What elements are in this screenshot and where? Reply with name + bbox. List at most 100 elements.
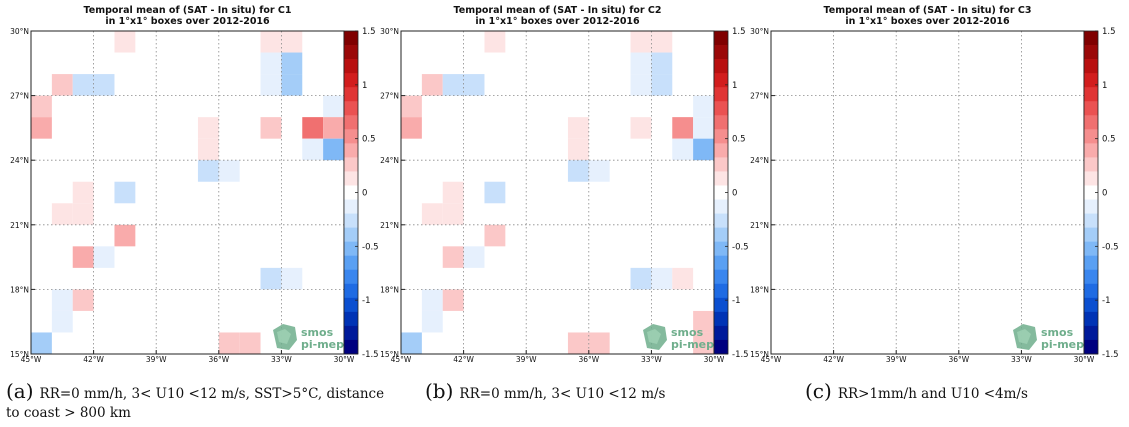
colorbar-tick-label: -1 [362, 296, 370, 306]
heatmap-cell [260, 117, 282, 139]
colorbar-segment [1084, 339, 1098, 355]
heatmap-cell [302, 117, 324, 139]
heatmap-cell [260, 267, 282, 290]
y-tick-label: 21°N [380, 221, 399, 230]
colorbar-segment [714, 213, 728, 229]
colorbar-segment [714, 297, 728, 313]
heatmap-cell [630, 74, 652, 96]
heatmap-cell [323, 138, 344, 161]
colorbar-tick-label: -0.5 [1102, 242, 1119, 252]
colorbar-segment [714, 171, 728, 186]
colorbar-tick-label: 0.5 [362, 135, 376, 145]
heatmap-cell [672, 117, 694, 139]
heatmap-cell [651, 267, 673, 290]
y-tick-label: 18°N [380, 285, 399, 294]
colorbar-segment [344, 325, 358, 341]
colorbar-segment [344, 185, 358, 200]
heatmap-cell [323, 117, 344, 139]
colorbar-tick-label: -1.5 [1102, 350, 1119, 360]
colorbar-segment [714, 269, 728, 285]
heatmap-cell [260, 31, 282, 53]
caption-b: (b) RR=0 mm/h, 3< U10 <12 m/s [425, 379, 755, 404]
pi-mep-logo-text: pi-mep [1041, 338, 1084, 351]
x-tick-label: 39°W [146, 355, 167, 364]
smos-logo-text: smos [671, 326, 704, 339]
colorbar-segment [714, 129, 728, 144]
colorbar-segment [344, 87, 358, 102]
heatmap-cell [588, 160, 610, 182]
plot-frame [770, 30, 1085, 355]
heatmap-cell [651, 31, 673, 53]
colorbar-segment [344, 59, 358, 74]
y-tick-label: 27°N [10, 92, 29, 101]
colorbar-segment [1084, 101, 1098, 116]
y-tick-label: 30°N [380, 27, 399, 36]
caption-c: (c) RR>1mm/h and U10 <4m/s [805, 379, 1125, 404]
smos-logo-icon-inner [1017, 329, 1031, 344]
colorbar-segment [714, 241, 728, 257]
colorbar-segment [344, 31, 358, 46]
heatmap-cell [630, 31, 652, 53]
colorbar-segment [1084, 241, 1098, 257]
colorbar-segment [714, 339, 728, 355]
colorbar-segment [1084, 157, 1098, 172]
y-tick-label: 18°N [10, 285, 29, 294]
heatmap-cell [197, 160, 219, 182]
heatmap-cell [72, 181, 94, 204]
heatmap-cell [51, 289, 73, 311]
x-tick-label: 36°W [948, 355, 969, 364]
smos-logo-text: smos [301, 326, 334, 339]
heatmap-cell [567, 160, 589, 182]
x-tick-label: 30°W [1074, 355, 1095, 364]
heatmap-cell [93, 74, 115, 96]
heatmap-cell [567, 138, 589, 161]
heatmap-cell [442, 181, 464, 204]
heatmap-cell [281, 52, 303, 75]
colorbar-segment [714, 45, 728, 60]
caption-c-label: (c) [805, 379, 832, 403]
colorbar-segment [1084, 45, 1098, 60]
chart-subtitle: in 1°x1° boxes over 2012-2016 [475, 16, 640, 27]
colorbar-tick-label: -1.5 [732, 350, 749, 360]
x-tick-label: 36°W [208, 355, 229, 364]
heatmap-cell [463, 74, 485, 96]
colorbar-segment [714, 157, 728, 172]
colorbar-segment [344, 255, 358, 271]
caption-b-label: (b) [425, 379, 454, 403]
heatmap-cell [463, 246, 485, 268]
heatmap-cell [442, 74, 464, 96]
y-tick-label: 21°N [750, 221, 769, 230]
heatmap-cell [651, 52, 673, 75]
x-tick-label: 39°W [886, 355, 907, 364]
heatmap-cell [693, 332, 714, 354]
heatmap-cell [51, 74, 73, 96]
smos-logo-icon-inner [277, 329, 291, 344]
colorbar-segment [714, 87, 728, 102]
y-tick-label: 15°N [380, 350, 399, 359]
colorbar-segment [1084, 213, 1098, 229]
colorbar-tick-label: 1.5 [362, 27, 376, 37]
heatmap-cell [114, 31, 136, 53]
heatmap-cell [302, 138, 324, 161]
x-tick-label: 42°W [823, 355, 844, 364]
heatmap-cell [693, 117, 714, 139]
x-tick-label: 33°W [1011, 355, 1032, 364]
heatmap-cell [651, 74, 673, 96]
heatmap-cell [693, 310, 714, 333]
colorbar-segment [1084, 171, 1098, 186]
colorbar-tick-label: 1.5 [732, 27, 746, 37]
colorbar-segment [344, 129, 358, 144]
heatmap-cell [484, 31, 506, 53]
colorbar-segment [344, 297, 358, 313]
heatmap-cell [442, 246, 464, 268]
heatmap-cell [51, 203, 73, 225]
colorbar-tick-label: -0.5 [362, 242, 379, 252]
heatmap-cell [93, 246, 115, 268]
y-tick-label: 24°N [10, 156, 29, 165]
x-tick-label: 33°W [641, 355, 662, 364]
heatmap-cell [72, 203, 94, 225]
heatmap-cell [442, 203, 464, 225]
colorbar-segment [714, 325, 728, 341]
y-tick-label: 15°N [750, 350, 769, 359]
